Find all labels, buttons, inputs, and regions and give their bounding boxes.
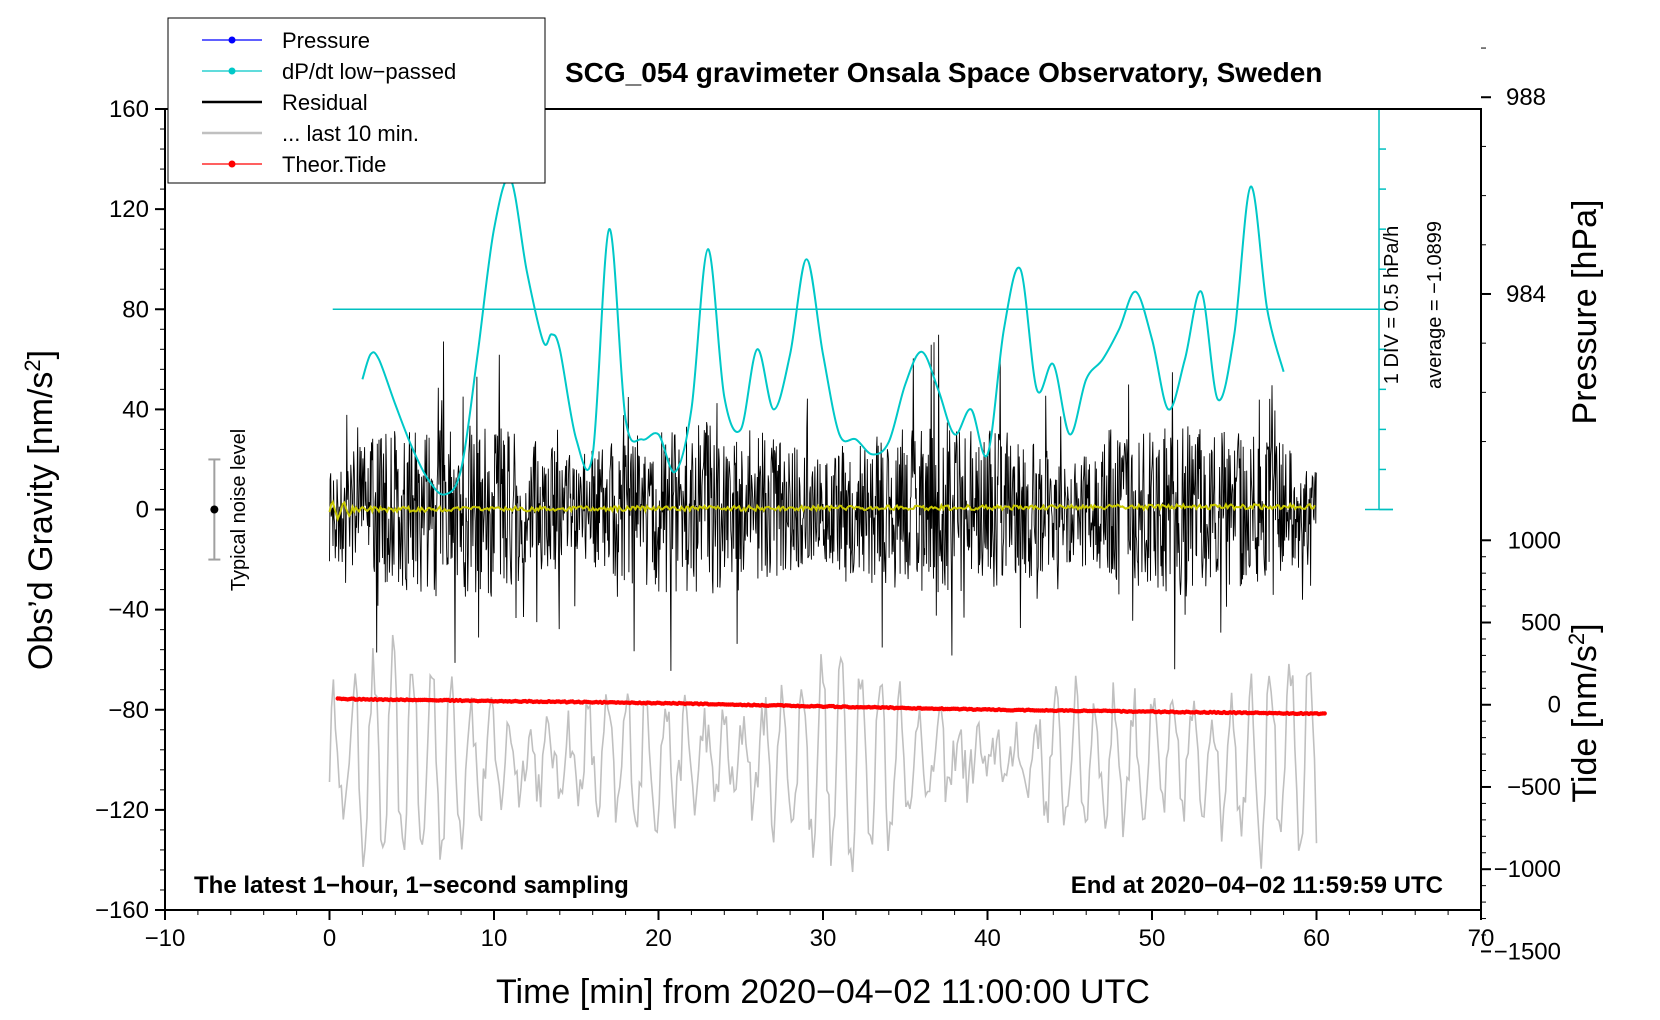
tide-tick-label: 500: [1521, 610, 1561, 637]
tide-tick-label: 0: [1548, 692, 1561, 719]
sampling-annotation: The latest 1−hour, 1−second sampling: [194, 872, 629, 899]
div-scale-label: 1 DIV = 0.5 hPa/h: [1381, 226, 1403, 384]
end-time-annotation: End at 2020−04−02 11:59:59 UTC: [1071, 872, 1443, 899]
noise-bar-center: [210, 505, 219, 514]
y-tick-label: 40: [122, 396, 149, 423]
tide-tick-label: 1000: [1508, 527, 1561, 554]
noise-level-bar: [208, 458, 221, 561]
legend-item: ... last 10 min.: [202, 121, 419, 146]
axes: −10 0 10 20 30 40 50 60 70 −160 −120 −80 −40 0 40 80 120…: [95, 47, 1561, 965]
residual-trace: [329, 334, 1317, 671]
chart-title: SCG_054 gravimeter Onsala Space Observat…: [565, 57, 1322, 88]
dpdt-lowpassed-trace: [361, 176, 1285, 496]
legend-swatch-marker: [228, 67, 236, 75]
legend: Pressure dP/dt low−passed Residual ... last…: [167, 17, 546, 184]
average-label: average = −1.0899: [1424, 221, 1446, 389]
pressure-tick-label: 988: [1506, 84, 1546, 111]
theoretical-tide-series: [335, 696, 1327, 717]
plot-area: [208, 108, 1394, 873]
legend-item: Residual: [202, 90, 368, 115]
last-10-min-trace: [328, 634, 1318, 873]
x-tick-label: 60: [1303, 925, 1330, 952]
y-axis-title-left: Obs’d Gravity [nm/s2]: [20, 350, 60, 670]
legend-label: Residual: [282, 90, 368, 115]
x-tick-label: 30: [810, 925, 837, 952]
x-tick-label: 10: [481, 925, 508, 952]
legend-label: Theor.Tide: [282, 152, 386, 177]
tide-tick-label: −500: [1507, 774, 1561, 801]
y-tick-label: −120: [95, 797, 149, 824]
legend-item: Pressure: [202, 28, 370, 53]
y-tick-label: 120: [109, 196, 149, 223]
noise-level-label: Typical noise level: [228, 429, 250, 591]
y-tick-label: 0: [136, 497, 149, 524]
x-axis-title: Time [min] from 2020−04−02 11:00:00 UTC: [496, 973, 1150, 1011]
x-tick-label: 0: [323, 925, 336, 952]
y-axis-title-tide: Tide [nm/s2]: [1564, 623, 1604, 802]
legend-box: [167, 17, 546, 184]
pressure-tick-label: 984: [1506, 281, 1546, 308]
x-tick-label: 70: [1468, 925, 1495, 952]
y-tick-label: −80: [108, 697, 149, 724]
y-axis-title-pressure: Pressure [hPa]: [1566, 200, 1604, 425]
legend-item: dP/dt low−passed: [202, 59, 456, 84]
legend-item: Theor.Tide: [202, 152, 386, 177]
legend-swatch-marker: [228, 36, 236, 44]
tide-tick-label: −1500: [1494, 938, 1561, 965]
legend-label: dP/dt low−passed: [282, 59, 456, 84]
tide-point: [1322, 711, 1327, 716]
tide-tick-label: −1000: [1494, 856, 1561, 883]
x-tick-label: −10: [145, 925, 186, 952]
x-tick-label: 50: [1139, 925, 1166, 952]
y-tick-label: −160: [95, 897, 149, 924]
x-tick-label: 20: [645, 925, 672, 952]
y-tick-label: 80: [122, 296, 149, 323]
residual-smoothed-trace: [328, 499, 1316, 523]
legend-label: ... last 10 min.: [282, 121, 419, 146]
legend-label: Pressure: [282, 28, 370, 53]
legend-swatch-marker: [228, 160, 236, 168]
y-tick-label: 160: [109, 96, 149, 123]
y-tick-label: −40: [108, 597, 149, 624]
x-tick-label: 40: [974, 925, 1001, 952]
